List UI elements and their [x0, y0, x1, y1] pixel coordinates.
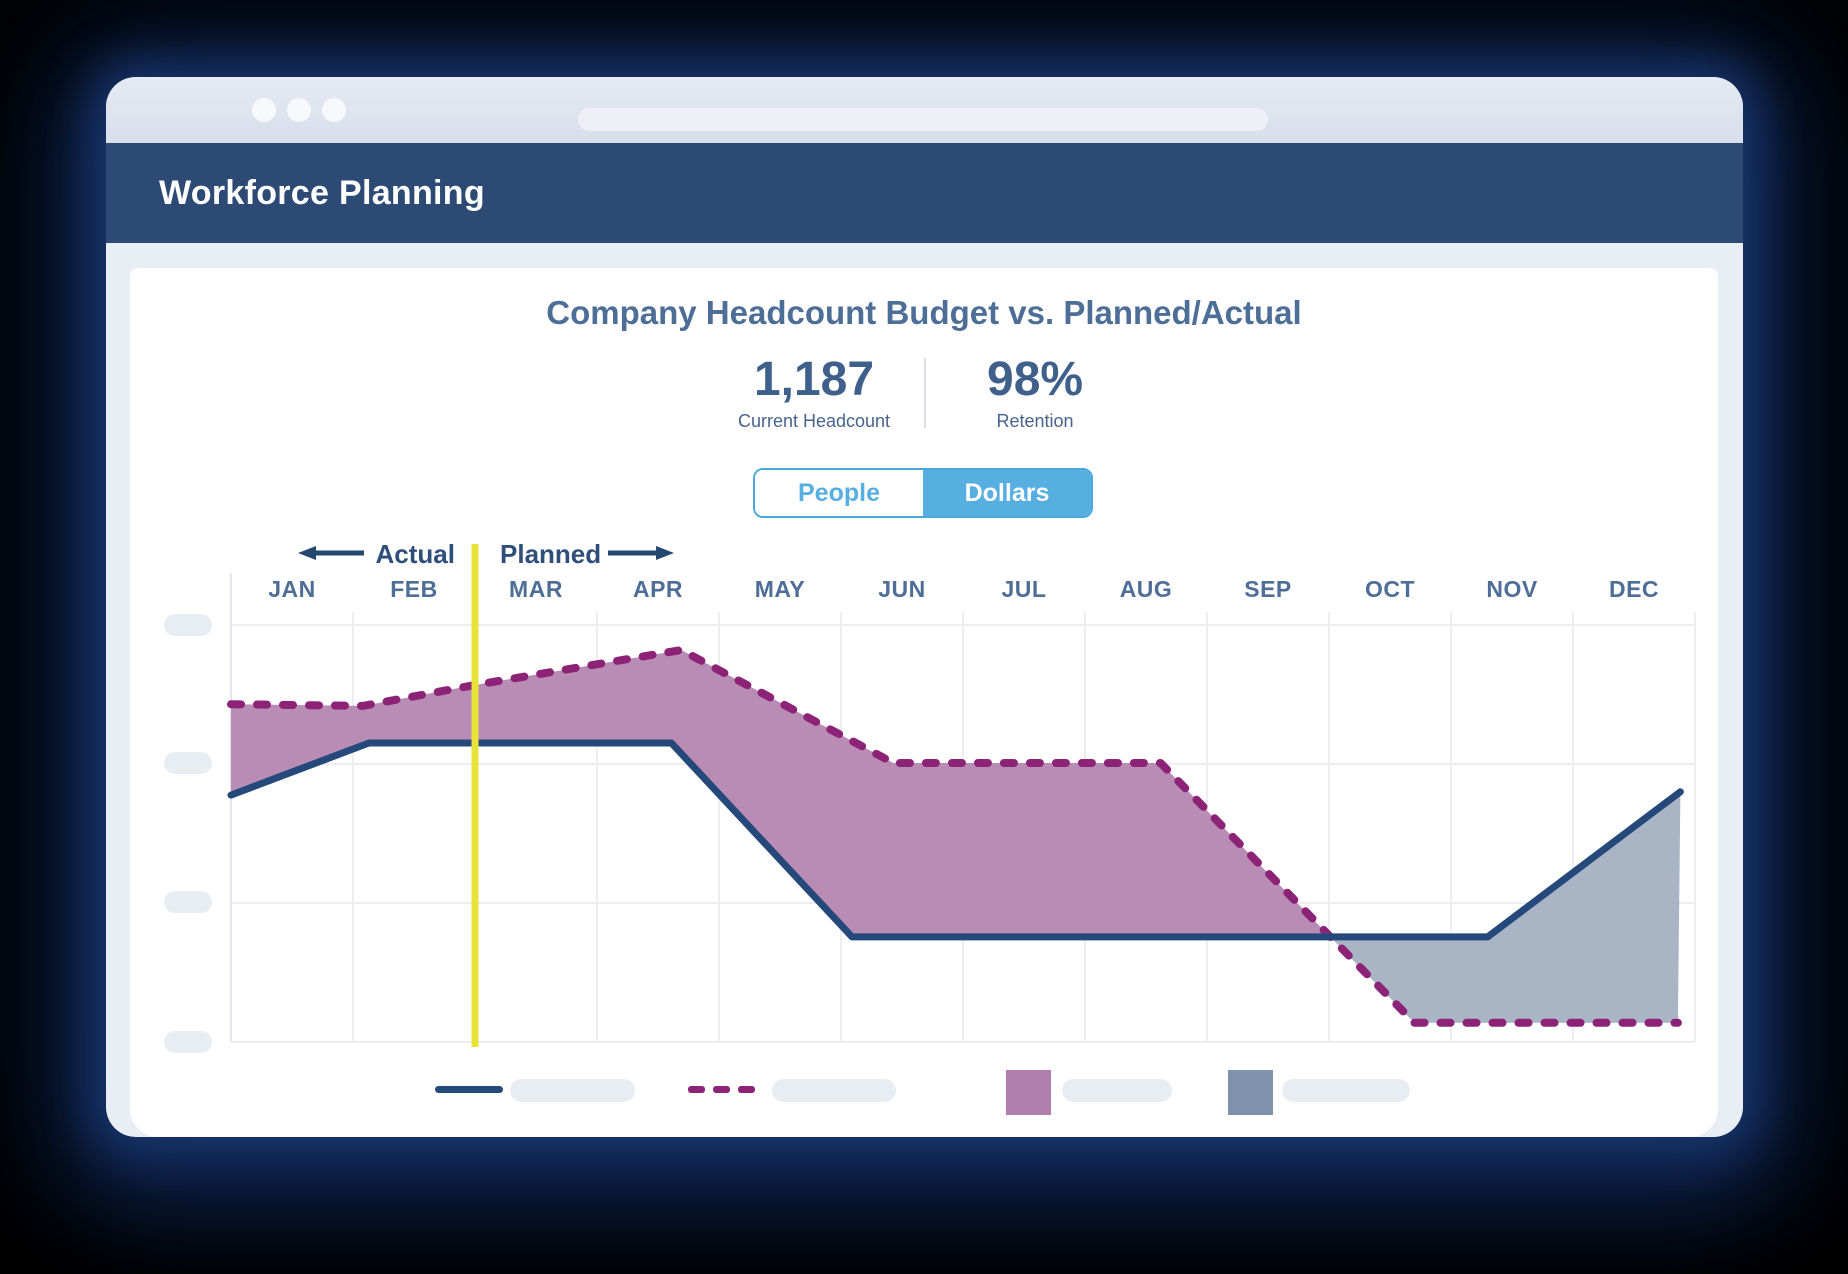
browser-window: Workforce Planning Company Headcount Bud…: [106, 77, 1743, 1137]
month-label-jun: JUN: [878, 576, 926, 602]
browser-chrome: [106, 77, 1743, 143]
app-header: Workforce Planning: [106, 143, 1743, 243]
month-label-jan: JAN: [268, 576, 316, 602]
stat-label: Retention: [996, 410, 1074, 431]
dashed-series-line: [227, 646, 1682, 1027]
stats-row: 1,187 Current Headcount 98% Retention: [130, 353, 1718, 432]
window-close-dot-icon[interactable]: [252, 98, 276, 122]
month-label-feb: FEB: [390, 576, 438, 602]
address-bar[interactable]: [578, 108, 1268, 131]
y-tick-placeholder: [164, 752, 212, 774]
stat-value: 98%: [987, 353, 1084, 406]
chart-card: Company Headcount Budget vs. Planned/Act…: [130, 268, 1718, 1137]
planned-region-label: Planned: [500, 539, 602, 569]
stat-retention: 98% Retention: [960, 353, 1110, 432]
arrow-left-icon: [298, 546, 364, 560]
month-label-apr: APR: [632, 576, 684, 602]
legend-dashed-line-swatch: [688, 1086, 755, 1093]
actual-region-label: Actual: [375, 539, 455, 569]
window-minimize-dot-icon[interactable]: [287, 98, 311, 122]
month-label-nov: NOV: [1486, 576, 1538, 602]
y-tick-placeholder: [164, 614, 212, 636]
toggle-option-dollars[interactable]: Dollars: [923, 470, 1091, 516]
month-label-dec: DEC: [1608, 576, 1660, 602]
window-maximize-dot-icon[interactable]: [322, 98, 346, 122]
unit-toggle: People Dollars: [753, 468, 1093, 518]
chart-title: Company Headcount Budget vs. Planned/Act…: [546, 294, 1302, 331]
month-label-mar: MAR: [509, 576, 563, 602]
y-tick-placeholder: [164, 1031, 212, 1053]
area-budget-above-actual: [231, 650, 1331, 937]
month-label-aug: AUG: [1119, 576, 1173, 602]
legend-solid-line-swatch: [435, 1086, 503, 1093]
y-tick-placeholder: [164, 891, 212, 913]
stats-divider: [924, 358, 927, 428]
solid-series-line: [227, 739, 1684, 941]
month-label-oct: OCT: [1364, 576, 1416, 602]
month-label-jul: JUL: [1001, 576, 1047, 602]
app-title: Workforce Planning: [159, 173, 485, 212]
legend-label-placeholder: [772, 1079, 896, 1102]
legend-gray-square-swatch: [1228, 1070, 1273, 1115]
month-label-may: MAY: [754, 576, 806, 602]
legend-pink-square-swatch: [1006, 1070, 1051, 1115]
area-actual-above-budget: [1330, 791, 1681, 1023]
toggle-option-people[interactable]: People: [755, 470, 923, 516]
stat-label: Current Headcount: [737, 410, 891, 431]
month-axis: JAN FEB MAR APR MAY JUN JUL AUG SEP OCT NOV DEC: [130, 576, 1718, 606]
legend-label-placeholder: [1282, 1079, 1410, 1102]
month-label-sep: SEP: [1244, 576, 1292, 602]
stat-current-headcount: 1,187 Current Headcount: [737, 353, 891, 432]
legend-label-placeholder: [1062, 1079, 1172, 1102]
arrow-right-icon: [608, 546, 674, 560]
legend-label-placeholder: [510, 1079, 635, 1102]
stat-value: 1,187: [753, 353, 875, 406]
